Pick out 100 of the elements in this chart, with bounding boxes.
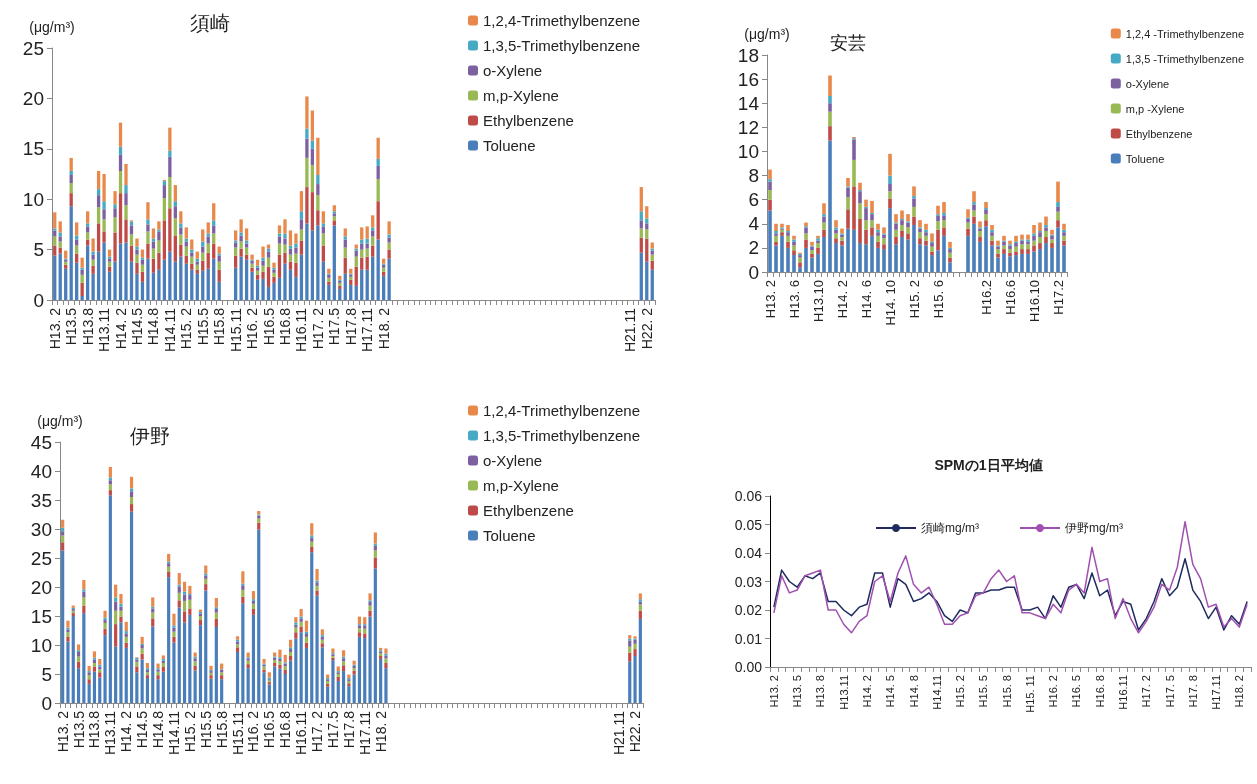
x-tick-label: H14. 5 xyxy=(884,675,897,708)
legend-label: 1,3,5-Trimethylbenzene xyxy=(482,37,641,54)
chart-title: 伊野 xyxy=(130,425,170,447)
x-tick-label: H14.5 xyxy=(134,710,151,749)
y-axis-title: (μg/m³) xyxy=(29,19,75,35)
x-tick-label: H16.11 xyxy=(1116,675,1129,710)
x-tick-label: H17.11 xyxy=(356,710,373,756)
chart-title: 須崎 xyxy=(190,12,230,34)
y-tick-label: 0.03 xyxy=(734,573,763,590)
x-tick-label: H14.11 xyxy=(161,307,178,353)
x-tick-label: H15.5 xyxy=(197,710,214,749)
x-tick-label: H14. 6 xyxy=(858,280,874,319)
legend-label: Ethylbenzene xyxy=(482,502,574,519)
y-tick-label: 18 xyxy=(737,44,759,66)
x-tick-label: H13.10 xyxy=(810,280,826,322)
x-tick-label: H13. 2 xyxy=(762,280,778,319)
legend-label: 1,2,4-Trimethylbenzene xyxy=(482,402,641,419)
x-tick-label: H13.11 xyxy=(96,307,113,353)
legend-label: Toluene xyxy=(482,527,536,544)
y-axis-title: (μg/m³) xyxy=(744,26,790,42)
x-tick-label: H14.11 xyxy=(165,710,182,756)
x-tick-label: H16.11 xyxy=(293,710,310,756)
x-tick-label: H15. 6 xyxy=(930,280,946,319)
x-tick-label: H13.11 xyxy=(837,675,850,710)
x-tick-label: H14. 2 xyxy=(834,280,850,319)
x-tick-label: H16.8 xyxy=(276,307,293,346)
x-tick-label: H15. 8 xyxy=(1000,675,1013,708)
y-tick-label: 20 xyxy=(22,87,44,109)
x-tick-label: H15.11 xyxy=(227,307,244,353)
legend-label: m,p-Xylene xyxy=(482,87,559,104)
x-tick-label: H17.5 xyxy=(324,710,341,749)
legend-label: Ethylbenzene xyxy=(482,112,574,129)
y-tick-label: 40 xyxy=(30,460,52,482)
legend-label: 伊野mg/m³ xyxy=(1065,521,1123,535)
x-tick-label: H13. 6 xyxy=(786,280,802,319)
x-tick-label: H13.8 xyxy=(79,307,96,346)
y-tick-label: 16 xyxy=(737,68,759,90)
x-tick-label: H15. 2 xyxy=(181,710,198,753)
y-tick-label: 0.00 xyxy=(734,659,763,675)
x-tick-label: H17. 2 xyxy=(309,307,326,350)
x-tick-label: H14.5 xyxy=(128,307,145,346)
y-tick-label: 0.02 xyxy=(734,602,763,618)
y-tick-label: 30 xyxy=(30,518,52,540)
x-tick-label: H15. 2 xyxy=(178,307,195,350)
x-tick-label: H16.11 xyxy=(293,307,310,353)
x-tick-label: H16.5 xyxy=(261,710,278,749)
y-tick-label: 15 xyxy=(22,138,44,160)
x-tick-label: H13. 2 xyxy=(46,307,63,350)
y-tick-label: 25 xyxy=(22,37,44,59)
x-tick-label: H17.2 xyxy=(1050,280,1066,315)
x-tick-label: H13.5 xyxy=(63,307,80,346)
x-tick-label: H21.11 xyxy=(611,710,628,756)
y-tick-label: 45 xyxy=(30,431,52,453)
x-tick-label: H18. 2 xyxy=(375,307,392,350)
y-tick-label: 4 xyxy=(748,213,760,235)
x-tick-label: H14.11 xyxy=(930,675,943,710)
x-tick-label: H13. 2 xyxy=(767,675,780,708)
y-tick-label: 20 xyxy=(30,576,52,598)
x-tick-label: H15. 2 xyxy=(906,280,922,319)
legend-label: 1,2,4-Trimethylbenzene xyxy=(482,12,641,29)
chart-title: 安芸 xyxy=(830,33,866,53)
x-tick-label: H13.5 xyxy=(70,710,87,749)
y-tick-label: 25 xyxy=(30,547,52,569)
x-tick-label: H17. 5 xyxy=(1163,675,1176,708)
x-tick-label: H14. 8 xyxy=(907,675,920,708)
y-tick-label: 0.01 xyxy=(734,630,763,647)
legend-label: 1,3,5-Trimethylbenzene xyxy=(482,427,641,444)
x-tick-label: H13.8 xyxy=(86,710,103,749)
x-tick-label: H16.8 xyxy=(277,710,294,749)
x-tick-label: H17.8 xyxy=(342,307,359,346)
x-tick-label: H16. 2 xyxy=(244,307,261,350)
legend-label: o-Xylene xyxy=(482,452,543,469)
x-tick-label: H16. 8 xyxy=(1093,675,1106,708)
y-tick-label: 10 xyxy=(22,188,44,210)
legend-label: o-Xylene xyxy=(1125,77,1170,90)
x-tick-label: H16. 5 xyxy=(1070,675,1083,708)
x-tick-label: H21.11 xyxy=(622,307,639,353)
x-tick-label: H16.5 xyxy=(260,307,277,346)
legend-label: 1,2,4 -Trimethylbenzene xyxy=(1125,27,1245,40)
x-tick-label: H15.5 xyxy=(194,307,211,346)
x-tick-label: H13. 8 xyxy=(814,675,827,708)
x-tick-label: H16.2 xyxy=(978,280,994,315)
x-tick-label: H14. 10 xyxy=(882,280,898,326)
x-tick-label: H15. 2 xyxy=(954,675,967,708)
legend-label: Ethylbenzene xyxy=(1125,127,1193,140)
x-tick-label: H16.6 xyxy=(1002,280,1018,315)
y-tick-label: 0 xyxy=(33,289,44,311)
y-tick-label: 35 xyxy=(30,489,52,511)
legend-label: m,p-Xylene xyxy=(482,477,559,494)
y-tick-label: 6 xyxy=(748,189,759,211)
y-tick-label: 0 xyxy=(41,692,52,714)
x-tick-label: H18. 2 xyxy=(1233,675,1246,708)
legend-label: 1,3,5 -Trimethylbenzene xyxy=(1125,52,1245,65)
y-tick-label: 2 xyxy=(748,237,759,259)
y-tick-label: 5 xyxy=(41,663,52,685)
y-tick-label: 14 xyxy=(737,92,760,114)
y-tick-label: 0.04 xyxy=(734,545,763,561)
y-tick-label: 15 xyxy=(30,605,52,627)
x-tick-label: H22. 2 xyxy=(627,710,644,753)
x-tick-label: H15.11 xyxy=(229,710,246,756)
